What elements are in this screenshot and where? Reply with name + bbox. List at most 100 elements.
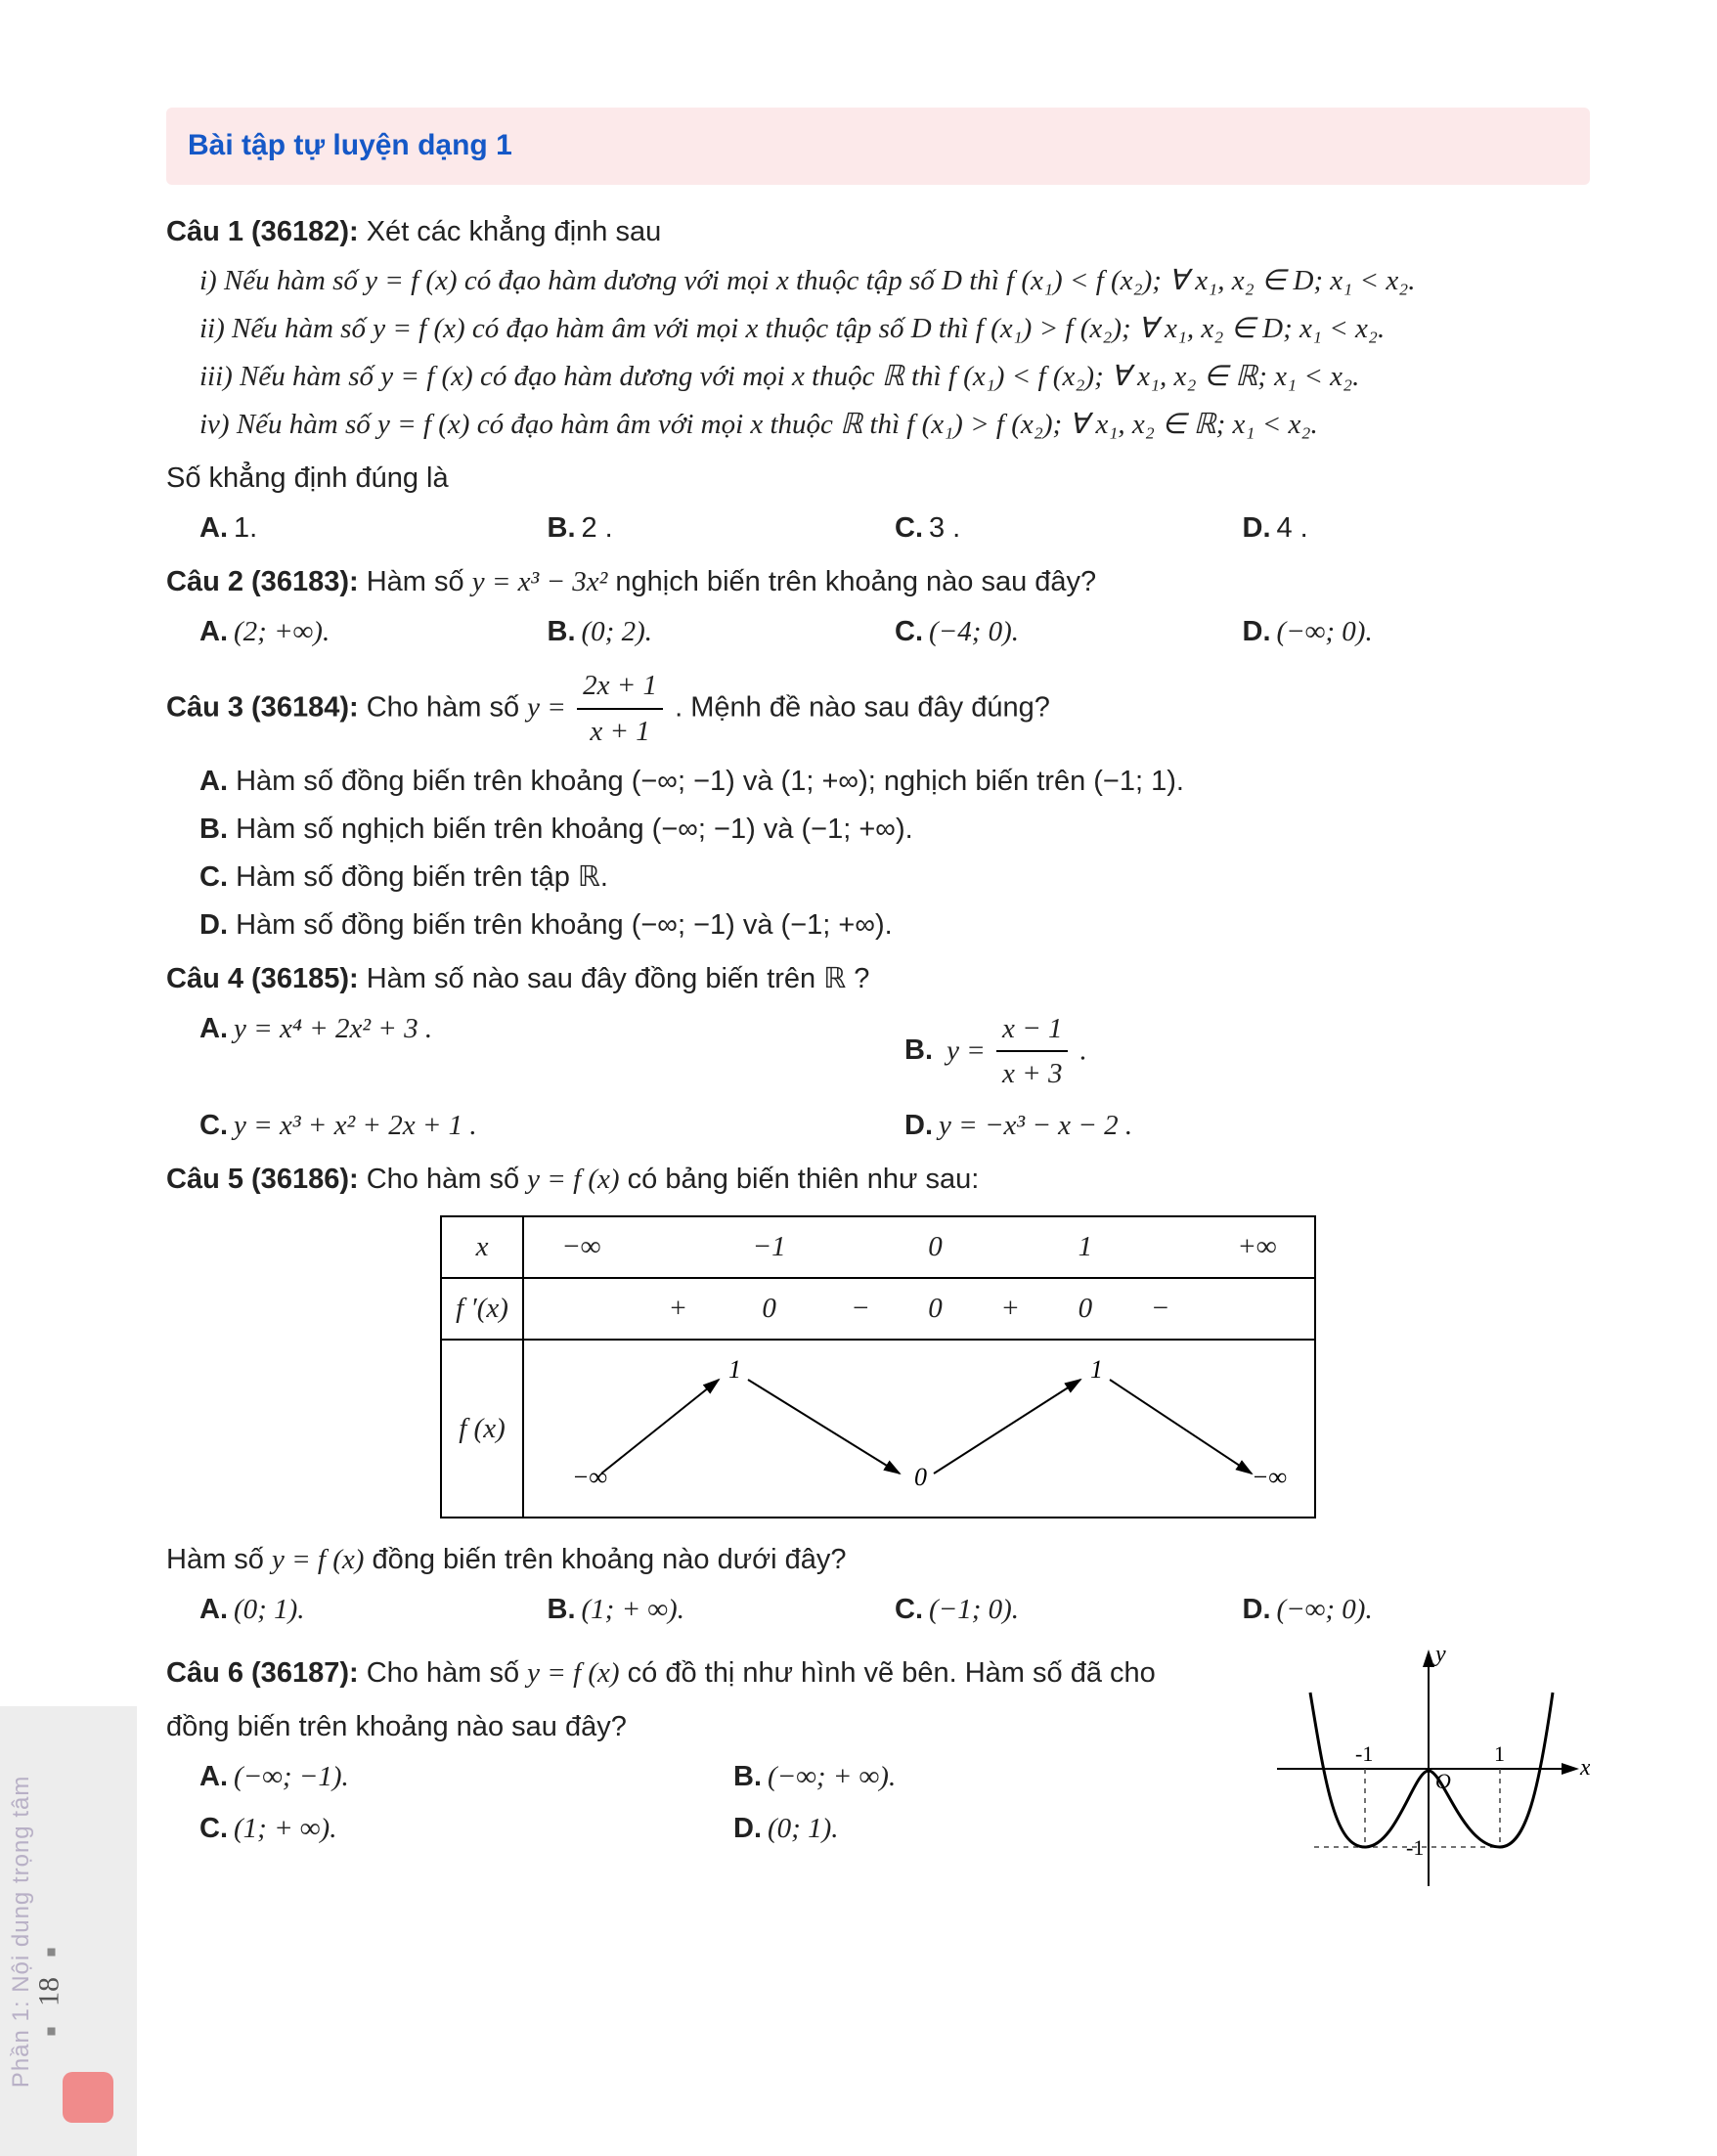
vt-top-0: 1 bbox=[728, 1355, 741, 1384]
side-page-number: 18 bbox=[27, 1934, 73, 2048]
q5-tail-math: y = f (x) bbox=[272, 1544, 364, 1575]
vt-bot-2: −∞ bbox=[1252, 1463, 1287, 1491]
q2-header: Câu 2 (36183): bbox=[166, 566, 359, 597]
q4-b-num: x − 1 bbox=[996, 1007, 1068, 1053]
vt-x-6: 1 bbox=[1050, 1216, 1121, 1278]
q1-d-text: 4 . bbox=[1277, 512, 1308, 544]
vt-x-1 bbox=[638, 1216, 718, 1278]
q6-opt-a: A.(−∞; −1). bbox=[199, 1755, 714, 1799]
q2-options: A.(2; +∞). B.(0; 2). C.(−4; 0). D.(−∞; 0… bbox=[199, 610, 1590, 654]
question-1: Câu 1 (36182): Xét các khẳng định sau bbox=[166, 210, 1590, 254]
page-number-text: 18 bbox=[33, 1977, 66, 2006]
q4-opt-c: C.y = x³ + x² + 2x + 1 . bbox=[199, 1104, 885, 1148]
q6-b-text: (−∞; + ∞). bbox=[768, 1761, 896, 1792]
vt-fp-label: f ′(x) bbox=[441, 1278, 523, 1340]
vt-row-fprime: f ′(x) + 0 − 0 + 0 − bbox=[441, 1278, 1315, 1340]
vt-fp-1: + bbox=[638, 1278, 718, 1340]
q3-opt-d: D. Hàm số đồng biến trên khoảng (−∞; −1)… bbox=[199, 903, 1590, 947]
q2-math: y = x³ − 3x² bbox=[472, 566, 608, 597]
q2-opt-d: D.(−∞; 0). bbox=[1243, 610, 1591, 654]
q4-opt-b: B. y = x − 1 x + 3 . bbox=[904, 1007, 1590, 1097]
vt-bot-0: −∞ bbox=[572, 1463, 607, 1491]
q5-d-text: (−∞; 0). bbox=[1277, 1594, 1373, 1625]
vt-x-5 bbox=[971, 1216, 1050, 1278]
q1-iii: iii) Nếu hàm số y = f (x) có đạo hàm dươ… bbox=[199, 355, 1590, 399]
q1-c-text: 3 . bbox=[929, 512, 960, 544]
q3-a-text: Hàm số đồng biến trên khoảng (−∞; −1) và… bbox=[236, 766, 1184, 797]
q5-opt-a: A.(0; 1). bbox=[199, 1588, 548, 1632]
q1-ii: ii) Nếu hàm số y = f (x) có đạo hàm âm v… bbox=[199, 307, 1590, 351]
q2-opt-c: C.(−4; 0). bbox=[895, 610, 1243, 654]
q2-pre: Hàm số bbox=[367, 566, 472, 597]
q6-opt-d: D.(0; 1). bbox=[733, 1807, 1248, 1851]
vt-row-fx: f (x) −∞ 1 0 1 −∞ bbox=[441, 1340, 1315, 1518]
q5-a-text: (0; 1). bbox=[234, 1594, 304, 1625]
q6-math: y = f (x) bbox=[527, 1657, 619, 1689]
q2-c-text: (−4; 0). bbox=[929, 616, 1019, 647]
q1-opt-b: B.2 . bbox=[548, 506, 896, 550]
graph-xtick-1: 1 bbox=[1494, 1741, 1505, 1766]
q3-opt-b: B. Hàm số nghịch biến trên khoảng (−∞; −… bbox=[199, 808, 1590, 852]
q6-post: có đồ thị như hình vẽ bên. Hàm số đã cho bbox=[628, 1657, 1156, 1689]
q2-d-text: (−∞; 0). bbox=[1277, 616, 1373, 647]
q5-c-text: (−1; 0). bbox=[929, 1594, 1019, 1625]
q3-c-text: Hàm số đồng biến trên tập ℝ. bbox=[236, 861, 608, 893]
vt-x-4: 0 bbox=[900, 1216, 970, 1278]
q3-num: 2x + 1 bbox=[577, 664, 663, 710]
corner-tab bbox=[63, 2072, 113, 2123]
vt-fp-5: + bbox=[971, 1278, 1050, 1340]
vt-fp-3: − bbox=[820, 1278, 900, 1340]
vt-x-2: −1 bbox=[718, 1216, 821, 1278]
q3-pre: Cho hàm số bbox=[367, 692, 527, 724]
q3-header: Câu 3 (36184): bbox=[166, 692, 359, 724]
q6-opt-b: B.(−∞; + ∞). bbox=[733, 1755, 1248, 1799]
q1-opt-a: A.1. bbox=[199, 506, 548, 550]
vt-fx-arrows: −∞ 1 0 1 −∞ bbox=[523, 1340, 1315, 1518]
q4-c-text: y = x³ + x² + 2x + 1 . bbox=[234, 1110, 477, 1141]
vt-row-x: x −∞ −1 0 1 +∞ bbox=[441, 1216, 1315, 1278]
q3-post: . Mệnh đề nào sau đây đúng? bbox=[675, 692, 1050, 724]
q4-header: Câu 4 (36185): bbox=[166, 963, 359, 994]
q1-b-text: 2 . bbox=[582, 512, 613, 544]
q5-opt-b: B.(1; + ∞). bbox=[548, 1588, 896, 1632]
question-3: Câu 3 (36184): Cho hàm số y = 2x + 1 x +… bbox=[166, 664, 1590, 754]
q5-math: y = f (x) bbox=[527, 1164, 619, 1195]
vt-x-label: x bbox=[441, 1216, 523, 1278]
q1-a-text: 1. bbox=[234, 512, 257, 544]
q5-opt-c: C.(−1; 0). bbox=[895, 1588, 1243, 1632]
vt-fp-0 bbox=[523, 1278, 638, 1340]
vt-fx-label: f (x) bbox=[441, 1340, 523, 1518]
q4-prompt: Hàm số nào sau đây đồng biến trên ℝ ? bbox=[367, 963, 870, 994]
vt-fp-6: 0 bbox=[1050, 1278, 1121, 1340]
q6-line2: đồng biến trên khoảng nào sau đây? bbox=[166, 1705, 1248, 1749]
q1-opt-c: C.3 . bbox=[895, 506, 1243, 550]
q1-header: Câu 1 (36182): bbox=[166, 216, 359, 247]
variation-table: x −∞ −1 0 1 +∞ f ′(x) + 0 − 0 + 0 − f (x… bbox=[440, 1215, 1316, 1518]
q5-pre: Cho hàm số bbox=[367, 1164, 527, 1195]
q4-b-post: . bbox=[1080, 1034, 1087, 1066]
q2-post: nghịch biến trên khoảng nào sau đây? bbox=[615, 566, 1096, 597]
q6-header: Câu 6 (36187): bbox=[166, 1657, 359, 1689]
vt-top-1: 1 bbox=[1090, 1355, 1103, 1384]
q5-tail: Hàm số y = f (x) đồng biến trên khoảng n… bbox=[166, 1538, 1590, 1582]
q4-opt-a: A.y = x⁴ + 2x² + 3 . bbox=[199, 1007, 885, 1097]
q4-b-fraction: x − 1 x + 3 bbox=[996, 1007, 1068, 1097]
q3-opt-c: C. Hàm số đồng biến trên tập ℝ. bbox=[199, 856, 1590, 900]
q5-header: Câu 5 (36186): bbox=[166, 1164, 359, 1195]
question-5: Câu 5 (36186): Cho hàm số y = f (x) có b… bbox=[166, 1158, 1590, 1202]
vt-fp-7: − bbox=[1121, 1278, 1200, 1340]
q6-d-text: (0; 1). bbox=[768, 1813, 838, 1844]
q4-d-text: y = −x³ − x − 2 . bbox=[939, 1110, 1132, 1141]
q5-tail-post: đồng biến trên khoảng nào dưới đây? bbox=[372, 1544, 846, 1575]
q6-graph: x y O -1 1 -1 bbox=[1267, 1642, 1590, 1896]
q6-pre: Cho hàm số bbox=[367, 1657, 527, 1689]
q6-options: A.(−∞; −1). B.(−∞; + ∞). C.(1; + ∞). D.(… bbox=[199, 1755, 1248, 1851]
vt-fp-4: 0 bbox=[900, 1278, 970, 1340]
dot-icon bbox=[48, 1948, 56, 1956]
q1-iv: iv) Nếu hàm số y = f (x) có đạo hàm âm v… bbox=[199, 403, 1590, 447]
vt-fp-8 bbox=[1200, 1278, 1315, 1340]
q1-prompt: Xét các khẳng định sau bbox=[367, 216, 661, 247]
q1-tail: Số khẳng định đúng là bbox=[166, 457, 1590, 501]
q3-opt-a: A. Hàm số đồng biến trên khoảng (−∞; −1)… bbox=[199, 760, 1590, 804]
q4-opt-d: D.y = −x³ − x − 2 . bbox=[904, 1104, 1590, 1148]
